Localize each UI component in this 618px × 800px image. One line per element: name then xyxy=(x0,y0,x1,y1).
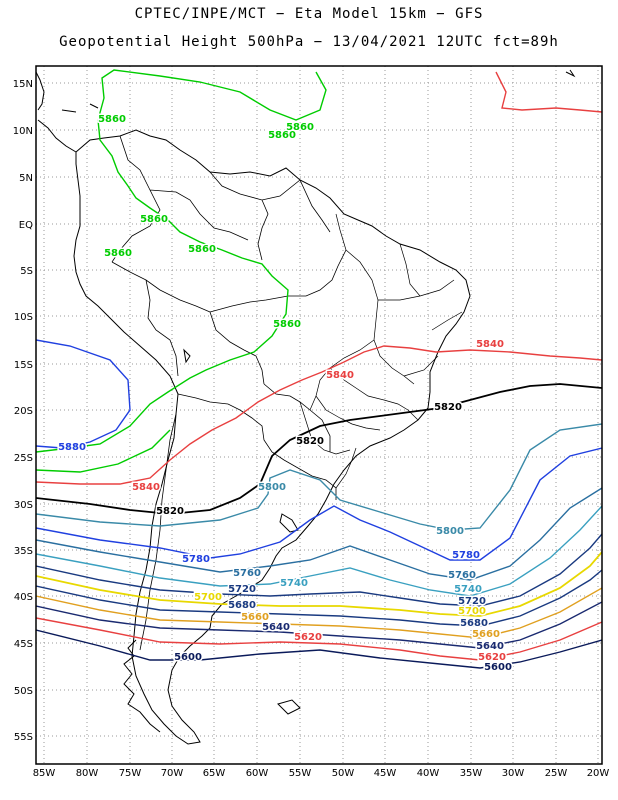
lat-tick-label: 30S xyxy=(14,500,33,511)
contour-5860-east xyxy=(36,429,171,473)
lat-tick-label: 5N xyxy=(19,173,33,184)
contour-label-5860: 5860 xyxy=(268,130,296,141)
coastlines-and-borders xyxy=(36,69,576,745)
lat-tick-label: 15N xyxy=(13,79,33,90)
contour-label-5820: 5820 xyxy=(434,402,462,413)
lake-titicaca xyxy=(183,348,191,364)
contour-label-5620: 5620 xyxy=(478,652,506,663)
lat-tick-label: 50S xyxy=(14,686,33,697)
lon-tick-label: 55W xyxy=(289,768,312,779)
contour-5640 xyxy=(36,601,602,649)
lagoa-dos-patos xyxy=(279,513,299,533)
contour-5660 xyxy=(36,587,602,639)
contour-label-5680: 5680 xyxy=(460,618,488,629)
contour-label-5600: 5600 xyxy=(174,652,202,663)
caribbean-islands xyxy=(61,69,576,113)
contour-5740 xyxy=(36,505,602,597)
chart-subtitle: Geopotential Height 500hPa − 13/04/2021 … xyxy=(59,34,559,50)
contour-label-5840: 5840 xyxy=(326,370,354,381)
falkland-islands xyxy=(277,699,301,715)
contour-label-5800: 5800 xyxy=(436,526,464,537)
contour-label-5640: 5640 xyxy=(476,641,504,652)
contour-label-5860: 5860 xyxy=(188,244,216,255)
contour-label-5820: 5820 xyxy=(296,436,324,447)
contour-label-5880: 5880 xyxy=(58,442,86,453)
contour-label-5760: 5760 xyxy=(448,570,476,581)
lon-tick-label: 45W xyxy=(374,768,397,779)
central-america-coast xyxy=(36,71,77,153)
map-frame xyxy=(35,65,603,765)
contour-5680 xyxy=(36,569,602,627)
chart-title: CPTEC/INPE/MCT − Eta Model 15km − GFS xyxy=(134,6,484,22)
contour-label-5840: 5840 xyxy=(476,339,504,350)
contour-5840-north xyxy=(495,71,602,113)
contour-label-5800: 5800 xyxy=(258,482,286,493)
contour-label-5820: 5820 xyxy=(156,506,184,517)
contour-5820 xyxy=(36,383,602,515)
lon-tick-label: 75W xyxy=(119,768,142,779)
contour-label-5860: 5860 xyxy=(273,319,301,330)
contour-5780 xyxy=(36,447,602,561)
contour-label-5740: 5740 xyxy=(454,584,482,595)
contour-5600 xyxy=(36,629,602,669)
lon-tick-label: 80W xyxy=(76,768,99,779)
lon-tick-label: 50W xyxy=(332,768,355,779)
contour-lines xyxy=(36,69,602,669)
contour-label-5660: 5660 xyxy=(241,612,269,623)
chile-fjords xyxy=(123,639,161,733)
contour-label-5860: 5860 xyxy=(104,248,132,259)
contour-label-5780: 5780 xyxy=(182,554,210,565)
contour-label-5720: 5720 xyxy=(458,596,486,607)
lat-tick-label: 15S xyxy=(14,360,33,371)
lat-tick-label: EQ xyxy=(19,220,33,231)
lon-tick-label: 70W xyxy=(161,768,184,779)
south-america-coast xyxy=(73,129,471,745)
contour-label-5840: 5840 xyxy=(132,482,160,493)
contour-5620 xyxy=(36,617,602,661)
lon-tick-label: 30W xyxy=(502,768,525,779)
lat-lon-grid: 15N 10N 5N EQ 5S 10S 15S 20S 25S 30S 35S 40S 45S 50S 5… xyxy=(13,66,610,779)
contour-5720 xyxy=(36,533,602,607)
contour-label-5760: 5760 xyxy=(233,568,261,579)
lon-tick-label: 60W xyxy=(246,768,269,779)
contour-5880 xyxy=(36,339,131,449)
lat-tick-label: 10S xyxy=(14,312,33,323)
contour-label-5600: 5600 xyxy=(484,662,512,673)
lon-tick-label: 40W xyxy=(417,768,440,779)
contour-5860 xyxy=(36,69,327,453)
contour-label-5700: 5700 xyxy=(194,592,222,603)
contour-5840 xyxy=(36,345,602,485)
contour-label-5860: 5860 xyxy=(140,214,168,225)
lon-tick-label: 85W xyxy=(33,768,56,779)
lon-tick-label: 25W xyxy=(545,768,568,779)
lat-tick-label: 25S xyxy=(14,453,33,464)
lat-tick-label: 45S xyxy=(14,639,33,650)
brazil-state-borders xyxy=(299,213,463,489)
contour-5700 xyxy=(36,551,602,617)
country-borders xyxy=(111,135,347,651)
contour-label-5740: 5740 xyxy=(280,578,308,589)
lat-tick-label: 35S xyxy=(14,546,33,557)
lon-tick-label: 20W xyxy=(587,768,610,779)
contour-label-5620: 5620 xyxy=(294,632,322,643)
contour-label-5640: 5640 xyxy=(262,622,290,633)
contour-label-5860: 5860 xyxy=(98,114,126,125)
contour-label-5720: 5720 xyxy=(228,584,256,595)
lat-tick-label: 10N xyxy=(13,126,33,137)
lon-tick-label: 65W xyxy=(203,768,226,779)
lat-tick-label: 40S xyxy=(14,592,33,603)
contour-5760 xyxy=(36,487,602,581)
lat-tick-label: 55S xyxy=(14,732,33,743)
contour-label-5660: 5660 xyxy=(472,629,500,640)
contour-label-5700: 5700 xyxy=(458,606,486,617)
lat-tick-label: 5S xyxy=(20,266,33,277)
lat-tick-label: 20S xyxy=(14,406,33,417)
lon-tick-label: 35W xyxy=(460,768,483,779)
contour-label-5680: 5680 xyxy=(228,600,256,611)
contour-label-5860: 5860 xyxy=(286,122,314,133)
contour-label-5780: 5780 xyxy=(452,550,480,561)
contour-5800 xyxy=(36,423,602,531)
